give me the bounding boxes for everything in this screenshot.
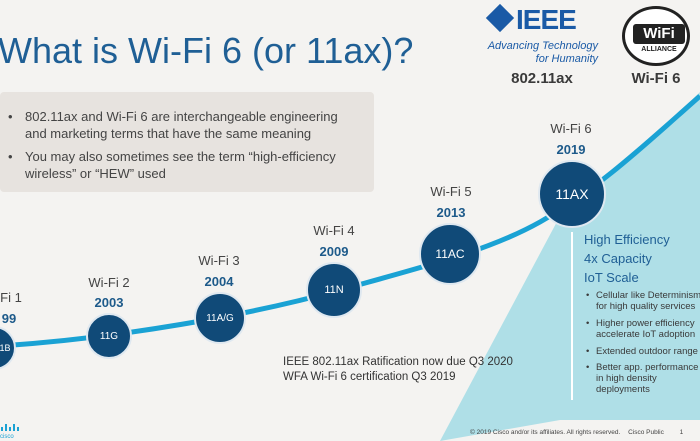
page-title: What is Wi-Fi 6 (or 11ax)? [0, 30, 414, 71]
footer: © 2019 Cisco and/or its affiliates. All … [470, 429, 684, 436]
ieee-caption: 802.11ax [511, 70, 573, 87]
generation-node: 11G [86, 313, 132, 359]
ieee-wordmark: IEEE [516, 4, 577, 35]
panel-bullet: • Cellular like Determinism for high qua… [586, 290, 700, 312]
definition-bullet: • 802.11ax and Wi-Fi 6 are interchangeab… [8, 109, 338, 141]
panel-bullet: • Extended outdoor range [586, 346, 698, 357]
ieee-logo: IEEE Advancing Technology for Humanity 8… [485, 3, 598, 90]
bullet-dot: • [586, 346, 590, 357]
panel-title: High Efficiency [584, 232, 670, 247]
bullet-dot: • [586, 362, 590, 373]
generation-node: 11AX [538, 160, 606, 228]
generation-year: 2013 [436, 205, 466, 220]
generation-label: Wi-Fi 3 [198, 253, 240, 268]
generation-label: Wi-Fi 4 [313, 223, 355, 238]
generation-year: 2019 [556, 142, 586, 157]
ratification-note: IEEE 802.11ax Ratification now due Q3 20… [283, 356, 513, 383]
bullet-dot: • [586, 318, 590, 329]
bullet-dot: • [8, 149, 13, 164]
ieee-tagline: Advancing Technology for Humanity [487, 40, 598, 65]
generation-label: Wi-Fi 6 [550, 121, 592, 136]
generation-node: 11N [306, 262, 362, 318]
wifi-caption: Wi-Fi 6 [631, 70, 681, 87]
ieee-diamond-icon [485, 3, 515, 33]
capacity-area [440, 92, 700, 441]
generation-year: 2009 [319, 244, 349, 259]
generation-year: 99 [1, 311, 17, 326]
definition-bullet: • You may also sometimes see the term “h… [8, 149, 336, 181]
bullet-dot: • [586, 290, 590, 301]
generation-year: 2004 [204, 274, 234, 289]
wifi-wordmark: WiFi [633, 24, 685, 44]
definition-box: • 802.11ax and Wi-Fi 6 are interchangeab… [0, 92, 374, 192]
cisco-logo: cisco [0, 424, 19, 439]
panel-title: 4x Capacity [584, 251, 652, 266]
cisco-wordmark: cisco [0, 434, 14, 439]
panel-bullet: • Higher power efficiency accelerate IoT… [586, 318, 696, 340]
wifi-badge-icon: WiFi ALLIANCE [622, 6, 690, 66]
generation-label: Wi-Fi 2 [88, 275, 130, 290]
panel-bullet: • Better app. performance in high densit… [586, 362, 699, 395]
generation-label: Wi-Fi 5 [430, 184, 472, 199]
wifi-alliance-logo: WiFi ALLIANCE Wi-Fi 6 [616, 4, 696, 90]
generation-label: Fi 1 [0, 290, 22, 305]
generation-node: 11AC [419, 223, 481, 285]
panel-title: IoT Scale [584, 270, 639, 285]
generation-year: 2003 [94, 295, 124, 310]
bullet-dot: • [8, 109, 13, 124]
wifi-alliance-text: ALLIANCE [641, 46, 677, 53]
generation-node: 11A/G [194, 292, 246, 344]
